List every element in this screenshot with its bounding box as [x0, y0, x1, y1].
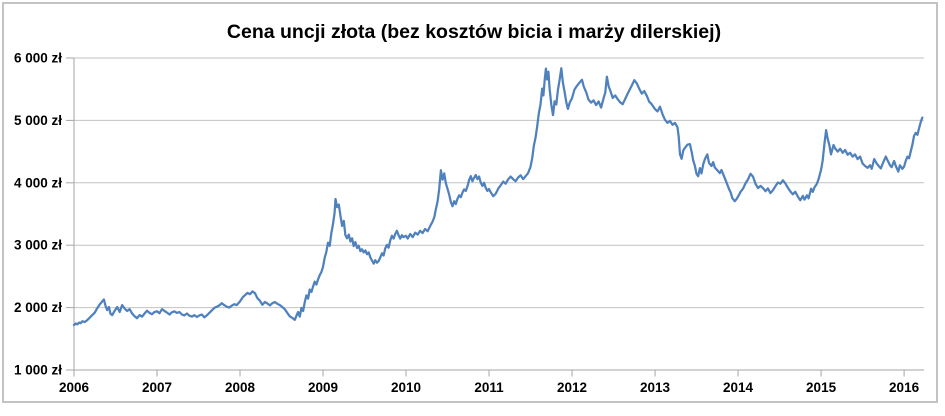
y-tick-label: 2 000 zł — [14, 300, 62, 315]
y-tick-label: 6 000 zł — [14, 51, 62, 66]
x-tick-label: 2012 — [557, 380, 587, 395]
x-tick-label: 2008 — [225, 380, 256, 395]
axes — [66, 57, 924, 377]
x-tick-label: 2013 — [640, 380, 671, 395]
chart-frame: 1 000 zł 2 000 zł 3 000 zł 4 000 zł 5 000 zł… — [2, 2, 938, 403]
x-tick-label: 2011 — [474, 380, 504, 395]
gold-price-line-chart: 1 000 zł 2 000 zł 3 000 zł 4 000 zł 5 000 zł… — [14, 21, 924, 396]
x-tick-label: 2014 — [723, 380, 754, 395]
x-tick-label: 2006 — [59, 380, 90, 395]
x-tick-label: 2016 — [889, 380, 920, 395]
y-tick-label: 1 000 zł — [14, 363, 62, 378]
y-tick-label: 5 000 zł — [14, 113, 62, 128]
gridlines — [74, 57, 924, 309]
x-tick-label: 2010 — [391, 380, 421, 395]
y-tick-label: 4 000 zł — [14, 175, 62, 190]
x-tick-label: 2015 — [806, 380, 837, 395]
x-tick-label: 2009 — [308, 380, 338, 395]
price-line-series — [72, 67, 924, 327]
x-tick-label: 2007 — [142, 380, 172, 395]
axis-labels: 1 000 zł 2 000 zł 3 000 zł 4 000 zł 5 000 zł… — [14, 51, 920, 396]
gold-price-line — [72, 67, 924, 327]
y-tick-label: 3 000 zł — [14, 238, 62, 253]
chart-title: Cena uncji złota (bez kosztów bicia i ma… — [227, 21, 721, 43]
